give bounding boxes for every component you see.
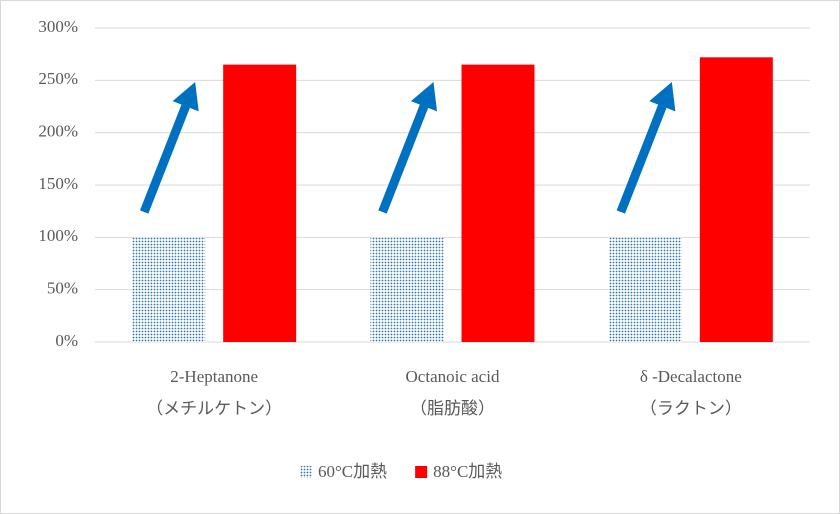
bar (223, 64, 297, 342)
bar (132, 237, 206, 342)
x-tick-label: （ラクトン） (640, 399, 742, 418)
legend-swatch (415, 466, 428, 478)
arrow-shaft (616, 104, 667, 214)
legend-swatch (300, 466, 312, 478)
arrow-head (649, 82, 676, 112)
x-tick-label: （メチルケトン） (146, 399, 282, 418)
y-tick-label: 150% (38, 174, 78, 193)
y-tick-label: 0% (55, 331, 78, 350)
x-tick-label: 2-Heptanone (170, 367, 258, 386)
arrow-shaft (378, 104, 429, 214)
legend-label: 88°C加熱 (433, 462, 502, 481)
y-tick-label: 300% (38, 17, 78, 36)
arrow-head (410, 82, 438, 112)
x-tick-label: （脂肪酸） (410, 399, 495, 418)
legend-label: 60°C加熱 (318, 462, 387, 481)
x-tick-label: δ -Decalactone (640, 367, 742, 386)
y-tick-label: 100% (38, 226, 78, 245)
bar (608, 237, 682, 342)
bar (461, 64, 535, 342)
arrow-head (172, 82, 199, 112)
bar (370, 237, 444, 342)
arrow-shaft (139, 104, 190, 214)
x-tick-label: Octanoic acid (406, 367, 500, 386)
y-tick-label: 50% (47, 279, 78, 298)
y-tick-label: 200% (38, 122, 78, 141)
y-tick-label: 250% (38, 69, 78, 88)
bar (699, 57, 773, 342)
